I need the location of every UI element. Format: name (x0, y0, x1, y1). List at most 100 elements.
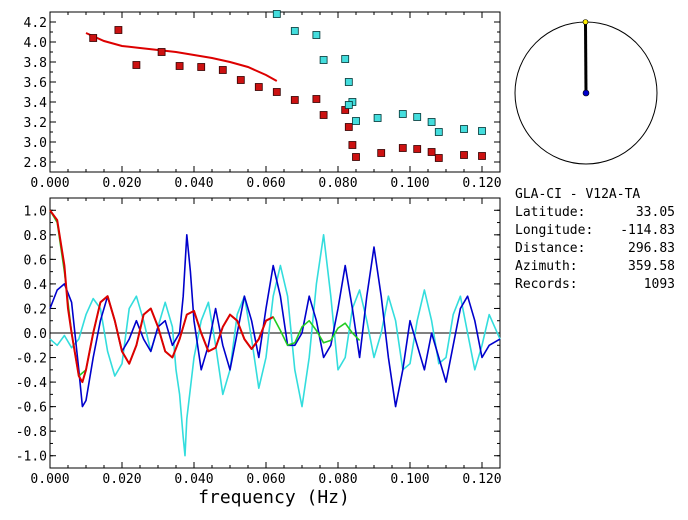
station-info-row: Latitude: 33.05 (515, 204, 685, 222)
cyan-data-point (478, 127, 486, 135)
red-data-point (398, 144, 407, 152)
station-info-row: Azimuth: 359.58 (515, 258, 685, 276)
x-tick-label: 0.100 (390, 472, 429, 487)
station-info-label: Azimuth: (515, 259, 578, 274)
red-data-point (434, 154, 443, 162)
cyan-data-point (413, 113, 422, 121)
station-info-value: 296.83 (628, 241, 675, 256)
y-tick-label: 0.4 (24, 278, 48, 293)
y-tick-label: 0.0 (24, 327, 47, 342)
cyan-data-point (373, 114, 382, 122)
x-tick-label: 0.080 (318, 472, 357, 487)
y-tick-label: -0.8 (16, 425, 47, 440)
red-data-point (89, 34, 98, 42)
x-tick-label: 0.080 (318, 176, 357, 191)
cyan-data-point (434, 128, 443, 136)
station-info-value: 33.05 (635, 205, 675, 220)
origin-marker (582, 89, 590, 97)
x-tick-label: 0.020 (102, 176, 141, 191)
red-data-point (175, 62, 184, 70)
x-tick-label: 0.020 (102, 472, 141, 487)
red-data-point (272, 88, 281, 96)
station-info-label: Records: (515, 277, 578, 292)
station-info-label: Distance: (515, 241, 586, 256)
dispersion-plot: 0.000 0.020 0.040 0.060 0.080 0.100 0.120 2.8 3.… (24, 10, 502, 191)
station-info-rows: Latitude: 33.05 Longitude: -114.83 Distance:… (515, 204, 685, 294)
dispersion-fit-line (85, 32, 278, 82)
y-tick-label: -0.6 (16, 401, 47, 416)
y-tick-label: 0.2 (24, 302, 47, 317)
station-title: GLA-CI - V12A-TA (515, 187, 641, 202)
x-tick-label: 0.040 (174, 472, 213, 487)
red-data-point (460, 151, 468, 159)
cyan-data-point (398, 110, 407, 118)
y-tick-label: 1.0 (24, 204, 47, 219)
cyan-data-point (312, 31, 321, 39)
cyan-data-point (427, 118, 436, 126)
station-info-value: 359.58 (628, 259, 675, 274)
y-tick-label: 4.0 (24, 36, 47, 51)
red-data-point (290, 96, 299, 104)
y-tick-label: -0.2 (16, 352, 47, 367)
station-info-label: Longitude: (515, 223, 594, 238)
y-tick-label: 3.4 (24, 96, 48, 111)
red-data-point (344, 123, 353, 131)
azimuth-dial (514, 19, 658, 165)
red-data-point (348, 141, 357, 149)
x-tick-label: 0.120 (462, 472, 501, 487)
red-data-point (218, 66, 227, 74)
station-info-row: Distance: 296.83 (515, 240, 685, 258)
red-data-point (157, 48, 166, 56)
red-data-point (312, 95, 321, 103)
y-tick-label: 4.2 (24, 16, 47, 31)
red-data-point (478, 152, 486, 160)
x-axis-label: frequency (Hz) (198, 487, 350, 508)
y-tick-label: 0.6 (24, 253, 47, 268)
station-marker (582, 19, 589, 25)
station-info-value: -114.83 (620, 223, 675, 238)
cyan-data-point (460, 125, 468, 133)
station-info-row: Longitude: -114.83 (515, 222, 685, 240)
cyan-data-point (341, 55, 350, 63)
red-data-point (413, 145, 422, 153)
green-series-line (49, 209, 361, 377)
y-tick-label: 3.0 (24, 136, 47, 151)
y-tick-label: -0.4 (16, 376, 47, 391)
x-tick-label: 0.120 (462, 176, 501, 191)
y-tick-label: 2.8 (24, 156, 47, 171)
x-tick-label: 0.060 (246, 472, 285, 487)
y-tick-label: -1.0 (16, 450, 47, 465)
x-tick-label: 0.040 (174, 176, 213, 191)
station-info-value: 1093 (643, 277, 675, 292)
y-tick-label: 0.8 (24, 229, 47, 244)
red-data-point (427, 148, 436, 156)
red-data-point (352, 153, 360, 161)
red-data-point (114, 26, 123, 34)
correlation-plot: 0.000 0.020 0.040 0.060 0.080 0.100 0.120 1.0 0.… (16, 197, 502, 487)
cyan-data-point (319, 56, 328, 64)
station-info-panel: GLA-CI - V12A-TA Latitude: 33.05 Longitude… (515, 186, 685, 294)
cyan-data-point (344, 78, 353, 86)
red-data-point (197, 63, 206, 71)
red-data-point (132, 61, 141, 69)
x-tick-label: 0.100 (390, 176, 429, 191)
cyan-data-point (272, 10, 281, 18)
x-tick-label: 0.060 (246, 176, 285, 191)
cyan-data-point (344, 101, 353, 109)
cyan-series-line (49, 234, 501, 457)
station-info-row: Records: 1093 (515, 276, 685, 294)
azimuth-needle (583, 21, 588, 94)
station-info-label: Latitude: (515, 205, 586, 220)
x-tick-label: 0.000 (30, 176, 69, 191)
red-data-point (319, 111, 328, 119)
red-series-line (49, 209, 274, 384)
y-tick-label: 3.8 (24, 56, 47, 71)
red-data-point (377, 149, 386, 157)
red-data-point (254, 83, 263, 91)
x-tick-label: 0.000 (30, 472, 69, 487)
red-data-point (236, 76, 245, 84)
y-tick-label: 3.2 (24, 116, 47, 131)
cyan-data-point (290, 27, 299, 35)
cyan-data-point (352, 117, 360, 125)
